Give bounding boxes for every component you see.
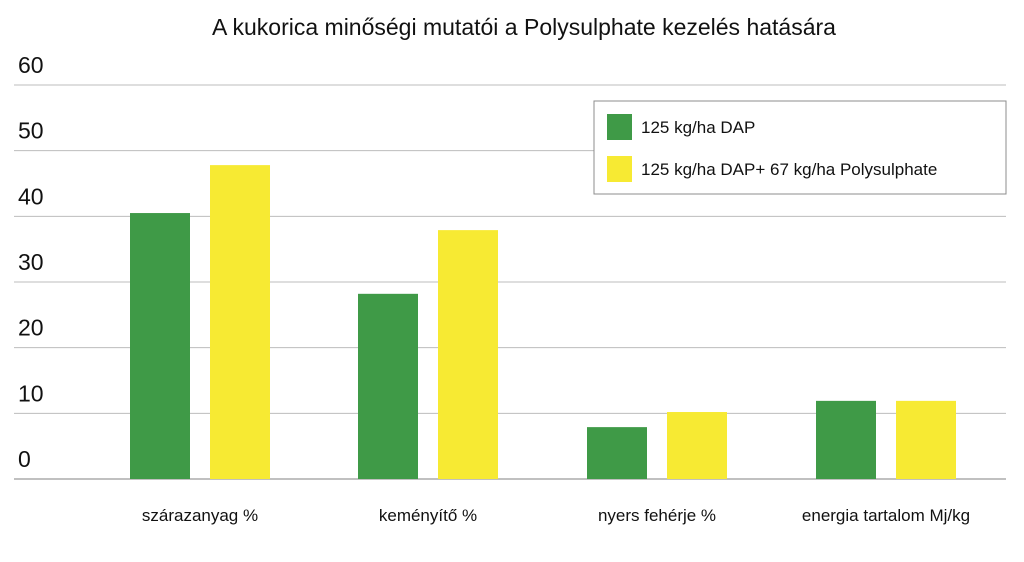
bar — [896, 400, 956, 479]
category-label: keményítő % — [379, 506, 477, 525]
legend-swatch — [607, 114, 632, 140]
y-tick-label: 60 — [18, 52, 44, 78]
category-label: szárazanyag % — [142, 506, 258, 525]
y-tick-label: 50 — [18, 118, 44, 144]
y-tick-label: 0 — [18, 446, 31, 472]
legend-label: 125 kg/ha DAP+ 67 kg/ha Polysulphate — [641, 160, 937, 179]
legend: 125 kg/ha DAP 125 kg/ha DAP+ 67 kg/ha Pol… — [593, 100, 1007, 195]
chart-title: A kukorica minőségi mutatói a Polysulpha… — [212, 14, 836, 40]
category-labels: szárazanyag % keményítő % nyers fehérje % e… — [142, 506, 970, 525]
legend-box — [593, 100, 1007, 195]
category-label: energia tartalom Mj/kg — [802, 506, 970, 525]
bar — [210, 165, 270, 479]
y-tick-label: 30 — [18, 249, 44, 275]
y-tick-label: 40 — [18, 183, 44, 209]
y-tick-labels: 0 10 20 30 40 50 60 — [18, 52, 44, 472]
y-tick-label: 20 — [18, 315, 44, 341]
category-label: nyers fehérje % — [598, 506, 716, 525]
legend-label: 125 kg/ha DAP — [641, 118, 755, 137]
bar — [358, 293, 418, 479]
bar — [587, 427, 647, 479]
bar — [130, 213, 190, 480]
bar — [438, 230, 498, 479]
bar — [816, 400, 876, 479]
bar — [667, 412, 727, 479]
y-tick-label: 10 — [18, 380, 44, 406]
bars — [130, 165, 956, 480]
legend-swatch — [607, 156, 632, 182]
